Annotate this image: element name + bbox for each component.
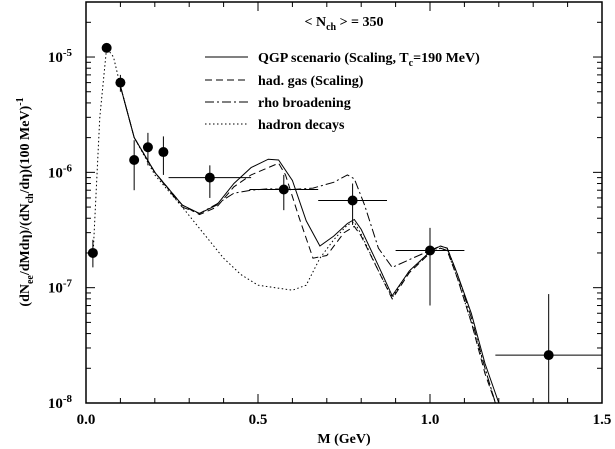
data-point (395, 227, 465, 306)
legend-item-had: had. gas (Scaling) (205, 74, 364, 89)
legend-label: QGP scenario (Scaling, Tc=190 MeV) (258, 51, 480, 69)
centrality-annotation: < Nch > = 350 (304, 15, 383, 33)
y-tick-label: 10-6 (48, 162, 73, 181)
data-point (249, 174, 319, 211)
legend-item-hadron: hadron decays (205, 118, 345, 133)
legend: QGP scenario (Scaling, Tc=190 MeV) had. g… (205, 51, 480, 133)
data-point (318, 183, 387, 225)
data-point (115, 74, 126, 92)
plot-frame (85, 1, 603, 404)
y-tick-label: 10-5 (48, 47, 73, 66)
data-points (87, 42, 602, 403)
data-point (142, 132, 153, 166)
y-axis-title: (dNee/dMdη)/(dNch/dη)(100 MeV)-1 (15, 97, 36, 306)
curve-qgp (119, 85, 500, 403)
curve-rho (119, 85, 496, 403)
x-tick-labels: 0.0 0.5 1.0 1.5 (77, 412, 612, 428)
x-tick-label: 0.0 (77, 412, 96, 428)
y-tick-label: 10-7 (48, 278, 73, 297)
data-point (129, 140, 140, 191)
legend-item-qgp: QGP scenario (Scaling, Tc=190 MeV) (205, 51, 480, 69)
legend-label: had. gas (Scaling) (258, 74, 364, 89)
y-tick-labels: 10-8 10-7 10-6 10-5 (48, 47, 73, 412)
y-tick-label: 10-8 (48, 393, 73, 412)
data-point (495, 294, 602, 403)
data-point (158, 136, 169, 175)
x-axis-title: M (GeV) (317, 432, 371, 447)
curve-had (119, 85, 496, 403)
data-point (87, 239, 98, 268)
data-point (101, 42, 112, 53)
x-tick-label: 0.5 (249, 412, 268, 428)
legend-item-rho: rho broadening (205, 96, 351, 111)
legend-label: rho broadening (258, 96, 351, 111)
curve-hadron (92, 46, 496, 403)
x-tick-label: 1.0 (421, 412, 440, 428)
curves (92, 46, 500, 403)
legend-label: hadron decays (258, 118, 345, 133)
axis-ticks (85, 2, 603, 404)
x-tick-label: 1.5 (593, 412, 612, 428)
data-point (168, 165, 252, 198)
